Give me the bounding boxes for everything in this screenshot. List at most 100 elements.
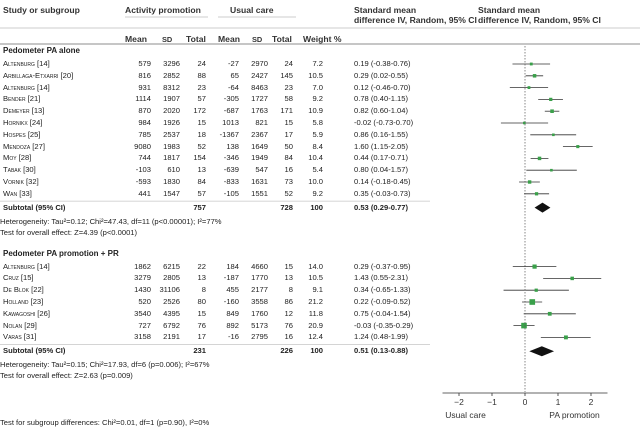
mean-1: 579 (138, 59, 151, 68)
total-1: 8 (201, 285, 206, 295)
ci-text: 0.34 (-0.65-1.33) (354, 285, 411, 295)
weight: 20.9 (308, 320, 323, 330)
header-activity: Activity promotion (125, 5, 201, 15)
ci-text: 0.82 (0.60-1.04) (354, 106, 409, 116)
weight: 10.5 (308, 70, 323, 80)
total-2: 73 (284, 177, 293, 186)
header-mean-2: Mean (218, 34, 240, 44)
study-name: Holland [23] (3, 297, 44, 306)
sd-2: 2795 (251, 332, 268, 342)
sd-2: 2427 (251, 70, 268, 80)
sd-2: 4660 (251, 261, 268, 271)
header-smd-plot-1: Standard mean (478, 5, 541, 15)
study-name: Altenburg [14] (3, 261, 50, 271)
sd-2: 1760 (251, 308, 268, 318)
sd-2: 1649 (251, 141, 268, 151)
weight: 5.8 (312, 118, 323, 127)
weight: 7.2 (312, 59, 323, 68)
ci-text: 0.78 (0.40-1.15) (354, 94, 409, 104)
weight: 21.2 (308, 297, 323, 306)
sd-2: 2970 (251, 59, 268, 68)
total-1: 172 (193, 106, 206, 116)
ci-text: 0.19 (-0.38-0.76) (354, 59, 411, 68)
x-tick-label: −1 (487, 397, 497, 407)
study-name: Mendoza [27] (3, 141, 45, 151)
total-1: 18 (197, 129, 206, 139)
table-row: Altenburg [14] 579 3296 24 -27 2970 24 7.2 0.19 … (0, 58, 640, 70)
effect-marker (570, 276, 574, 281)
table-row: Tabak [30] -103 610 13 -639 547 16 5.4 0.80 (0.0… (0, 164, 640, 176)
sd-1: 2537 (163, 129, 180, 139)
mean-2: -833 (223, 177, 239, 186)
effect-marker (576, 145, 580, 149)
ci-text: -0.02 (-0.73-0.70) (354, 118, 414, 127)
effect-marker (521, 322, 527, 329)
study-name: Altenburg [14] (3, 82, 50, 92)
table-row: De Blok [22] 1430 31106 8 455 2177 8 9.1 0.34 (-… (0, 284, 640, 296)
sd-1: 2852 (163, 70, 180, 80)
total-1: 57 (197, 94, 206, 104)
effect-marker (550, 109, 554, 113)
header-usual: Usual care (230, 5, 274, 15)
table-row: Altenburg [14] 1862 6215 22 184 4660 15 14.0 0.2… (0, 261, 640, 273)
ci-text: -0.03 (-0.35-0.29) (354, 320, 414, 330)
mean-2: 1013 (222, 118, 239, 127)
mean-2: -16 (228, 332, 239, 342)
table-row: Kawagoshi [26] 3540 4395 15 849 1760 12 11.8 0.7… (0, 308, 640, 320)
x-tick-label: 2 (589, 397, 594, 407)
sd-1: 610 (167, 165, 180, 175)
weight: 10.4 (308, 153, 323, 163)
subgroup-title: Pedometer PA alone (0, 45, 640, 57)
x-label-right: PA promotion (549, 410, 600, 420)
total-2: 50 (284, 141, 293, 151)
mean-2: -27 (228, 59, 239, 68)
ci-text: 0.44 (0.17-0.71) (354, 153, 409, 163)
total-2: 12 (284, 308, 293, 318)
subgroup-test-text: Test for subgroup differences: Chi²=0.01… (0, 417, 640, 429)
total-2: 171 (280, 106, 293, 116)
total-2: 84 (284, 153, 293, 163)
total-1: 22 (197, 261, 206, 271)
mean-1: 727 (138, 320, 151, 330)
subgroup-test: Test for subgroup differences: Chi²=0.01… (0, 418, 210, 427)
table-row: Varas [31] 3158 2191 17 -16 2795 16 12.4 1.24 (0… (0, 331, 640, 343)
mean-2: -1367 (219, 129, 239, 139)
x-tick-label: 0 (523, 397, 528, 407)
overall-effect-text: Test for overall effect: Z=2.63 (p=0.009… (0, 370, 640, 382)
sd-2: 2367 (251, 129, 268, 139)
total-1: 88 (197, 70, 206, 80)
sd-1: 1830 (163, 177, 180, 186)
subtotal-ci: 0.53 (0.29-0.77) (354, 202, 409, 212)
mean-2: 184 (226, 261, 239, 271)
heterogeneity-text: Heterogeneity: Tau²=0.12; Chi²=47.43, df… (0, 216, 640, 228)
study-name: Altenburg [14] (3, 59, 50, 68)
mean-1: -593 (135, 177, 151, 186)
total-2: 15 (284, 261, 293, 271)
total-1: 15 (197, 308, 206, 318)
effect-marker (537, 156, 542, 161)
mean-1: -103 (135, 165, 151, 175)
ci-text: 1.24 (0.48-1.99) (354, 332, 409, 342)
sd-1: 2526 (163, 297, 180, 306)
sd-1: 2020 (163, 106, 180, 116)
mean-2: -105 (223, 188, 239, 198)
summary-diamond (534, 202, 551, 213)
header-smd-plot-2: difference IV, Random, 95% CI (478, 15, 601, 25)
ci-text: 0.35 (-0.03-0.73) (354, 188, 411, 198)
sd-1: 1907 (163, 94, 180, 104)
total-2: 16 (284, 332, 293, 342)
heterogeneity: Heterogeneity: Tau²=0.15; Chi²=17.93, df… (0, 360, 210, 370)
total-2: 58 (284, 94, 293, 104)
weight: 5.9 (312, 129, 323, 139)
ci-text: 0.29 (-0.37-0.95) (354, 261, 411, 271)
mean-1: 441 (138, 188, 151, 198)
total-1: 76 (197, 320, 206, 330)
sd-1: 8312 (163, 82, 180, 92)
x-tick-label: 1 (556, 397, 561, 407)
total-2: 13 (284, 273, 293, 283)
subtotal-label: Subtotal (95% CI) (3, 346, 66, 356)
effect-marker (534, 288, 538, 292)
subtotal-row: Subtotal (95% CI) 231 226 100 0.51 (0.13-0.8… (0, 345, 640, 357)
study-name: Hospes [25] (3, 129, 41, 139)
